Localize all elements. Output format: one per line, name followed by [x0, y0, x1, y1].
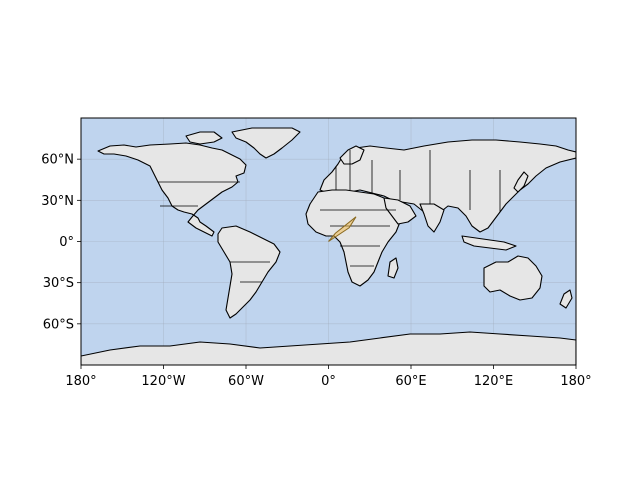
landmass-madagascar	[387, 257, 399, 279]
map-area[interactable]	[80, 117, 577, 366]
country-borders	[158, 150, 501, 283]
x-tick-label: 60°E	[395, 374, 426, 389]
highlight-layer	[328, 216, 357, 242]
x-tick-label: 60°W	[228, 374, 264, 389]
landmass-japan	[513, 171, 529, 193]
x-tick-label: 180°	[65, 374, 96, 389]
landmass-scandinavia	[339, 145, 365, 165]
y-tick-label: 30°S	[43, 276, 74, 291]
y-axis-ticks: 60°N 30°N 0° 30°S 60°S	[41, 153, 81, 332]
landmass-australia	[483, 255, 543, 301]
x-tick-label: 120°E	[474, 374, 514, 389]
highlight-region-polygon[interactable]	[328, 216, 357, 242]
y-tick-label: 60°S	[43, 317, 74, 332]
x-tick-label: 120°W	[141, 374, 185, 389]
y-tick-label: 60°N	[41, 153, 74, 168]
landmass-arctic-islands	[185, 131, 223, 145]
land-masses	[81, 127, 576, 365]
y-tick-label: 0°	[59, 235, 74, 250]
landmass-arabia	[383, 197, 417, 225]
landmass-indonesia	[461, 235, 517, 251]
landmass-antarctica	[81, 331, 576, 365]
landmass-greenland	[231, 127, 301, 159]
landmass-north-america	[97, 142, 247, 237]
landmass-africa	[305, 189, 401, 287]
x-tick-label: 0°	[321, 374, 336, 389]
y-tick-label: 30°N	[41, 194, 74, 209]
landmass-south-america	[217, 225, 281, 319]
landmass-new-zealand	[559, 289, 573, 309]
x-axis-ticks: 180° 120°W 60°W 0° 60°E 120°E 180°	[65, 365, 592, 389]
landmass-india	[419, 203, 445, 233]
x-tick-label: 180°	[560, 374, 591, 389]
